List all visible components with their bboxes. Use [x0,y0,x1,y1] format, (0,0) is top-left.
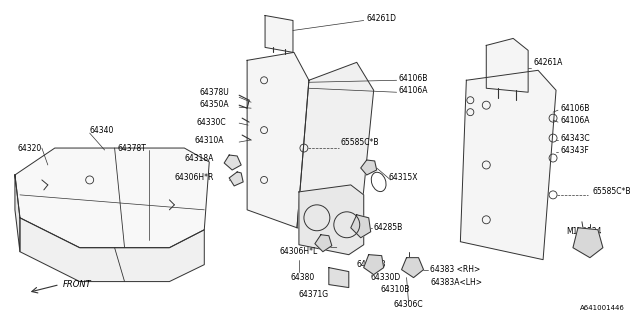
Text: 64306H*R: 64306H*R [174,173,214,182]
Polygon shape [460,70,556,260]
Polygon shape [315,235,332,252]
Polygon shape [361,160,377,175]
Polygon shape [364,255,383,275]
Text: 64350A: 64350A [199,100,229,109]
Text: 64306C: 64306C [394,300,423,309]
Polygon shape [401,258,424,277]
Text: 64343F: 64343F [560,146,589,155]
Text: 64106B: 64106B [399,74,428,83]
Text: 64306H*L: 64306H*L [279,247,317,256]
Text: 64320: 64320 [18,144,42,153]
Text: 64378U: 64378U [199,88,229,97]
Text: 64106A: 64106A [399,86,428,95]
Text: 64340: 64340 [90,126,114,135]
Text: 64310B: 64310B [381,285,410,294]
Text: 64330C: 64330C [196,118,226,127]
Text: 65585C*B: 65585C*B [340,138,380,147]
Text: 64378T: 64378T [118,144,147,153]
Polygon shape [265,15,293,52]
Polygon shape [351,215,371,238]
Polygon shape [20,218,204,282]
Text: 64383 <RH>: 64383 <RH> [431,265,481,274]
Text: 64285B: 64285B [374,223,403,232]
Text: 64383A<LH>: 64383A<LH> [431,278,483,287]
Polygon shape [229,172,243,186]
Text: 64343C: 64343C [560,133,589,143]
Polygon shape [247,52,309,228]
Text: 64350B: 64350B [356,260,387,269]
Polygon shape [297,62,374,240]
Text: 64380: 64380 [291,273,316,282]
Text: 65585C*B: 65585C*B [593,188,632,196]
Text: 64261A: 64261A [533,58,563,67]
Text: 64106A: 64106A [560,116,589,125]
Text: 64330D: 64330D [371,273,401,282]
Polygon shape [573,228,603,258]
Polygon shape [15,148,209,248]
Text: 64261D: 64261D [367,14,397,23]
Polygon shape [224,155,241,170]
Text: 64106B: 64106B [560,104,589,113]
Text: 64371G: 64371G [299,290,329,299]
Text: FRONT: FRONT [63,280,92,289]
Polygon shape [15,175,20,252]
Polygon shape [486,38,528,92]
Polygon shape [299,185,364,255]
Text: 64310A: 64310A [195,136,224,145]
Polygon shape [329,268,349,288]
Text: M120134: M120134 [566,227,602,236]
Text: 64318A: 64318A [184,154,214,163]
Text: 64315X: 64315X [388,173,418,182]
Text: A641001446: A641001446 [580,306,625,311]
